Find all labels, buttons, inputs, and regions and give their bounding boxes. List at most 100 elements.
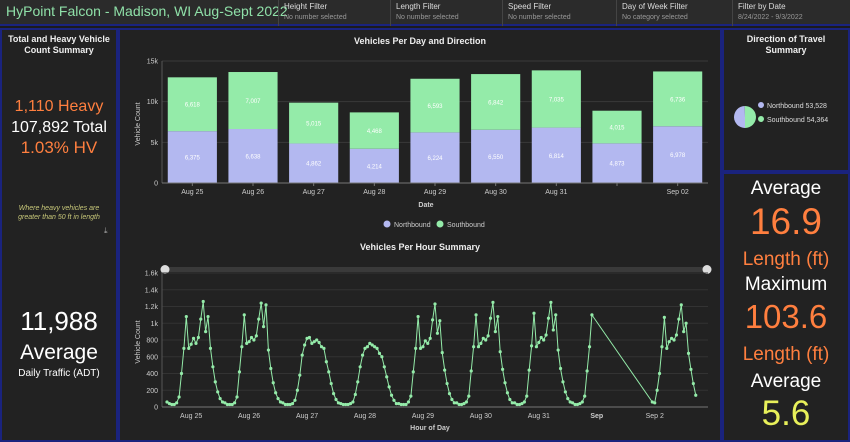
- hourly-point[interactable]: [324, 360, 328, 364]
- hourly-point[interactable]: [534, 345, 539, 349]
- hourly-point[interactable]: [247, 340, 251, 344]
- hourly-point[interactable]: [433, 302, 437, 306]
- hourly-point[interactable]: [445, 381, 449, 386]
- hourly-point[interactable]: [467, 394, 471, 398]
- hourly-point[interactable]: [447, 392, 452, 396]
- hourly-point[interactable]: [312, 340, 316, 344]
- hourly-point[interactable]: [175, 401, 179, 405]
- hourly-point[interactable]: [561, 380, 565, 384]
- hourly-point[interactable]: [290, 402, 295, 406]
- hourly-point[interactable]: [563, 390, 567, 394]
- hourly-point[interactable]: [546, 316, 551, 320]
- hourly-point[interactable]: [315, 338, 319, 342]
- hourly-point[interactable]: [558, 366, 563, 371]
- hourly-point[interactable]: [199, 317, 203, 321]
- hourly-point[interactable]: [271, 381, 275, 385]
- pie-slice-northbound[interactable]: [734, 106, 745, 128]
- hourly-point[interactable]: [421, 345, 425, 349]
- legend-item-northbound[interactable]: Northbound 53,528: [758, 102, 828, 110]
- hourly-point[interactable]: [517, 402, 522, 407]
- hourly-point[interactable]: [220, 400, 225, 404]
- bar-southbound[interactable]: [653, 71, 703, 127]
- hourly-point[interactable]: [689, 367, 693, 371]
- hourly-point[interactable]: [344, 402, 348, 407]
- hourly-point[interactable]: [578, 402, 582, 406]
- hourly-point[interactable]: [672, 338, 676, 342]
- hourly-point[interactable]: [228, 402, 232, 407]
- hourly-point[interactable]: [307, 335, 312, 340]
- hourly-point[interactable]: [665, 346, 669, 350]
- hourly-point[interactable]: [525, 394, 529, 398]
- hourly-point[interactable]: [353, 392, 357, 397]
- hourly-point[interactable]: [426, 341, 430, 345]
- hourly-point[interactable]: [278, 400, 283, 404]
- hourly-point[interactable]: [375, 346, 379, 350]
- hourly-point[interactable]: [450, 397, 454, 402]
- hourly-point[interactable]: [245, 341, 249, 345]
- hourly-point[interactable]: [655, 388, 659, 392]
- hourly-point[interactable]: [341, 402, 345, 407]
- legend-item-southbound[interactable]: Southbound 54,364: [758, 116, 828, 124]
- hourly-point[interactable]: [274, 391, 278, 395]
- hourly-point[interactable]: [423, 339, 427, 343]
- bar-northbound[interactable]: [228, 129, 278, 183]
- hourly-point[interactable]: [365, 345, 369, 349]
- hourly-point[interactable]: [571, 401, 575, 405]
- pie-slice-southbound[interactable]: [744, 106, 756, 128]
- bar-northbound[interactable]: [167, 131, 217, 183]
- hourly-point[interactable]: [385, 375, 389, 379]
- hourly-point[interactable]: [653, 401, 657, 405]
- hourly-point[interactable]: [438, 319, 442, 323]
- hourly-point[interactable]: [510, 401, 514, 405]
- hourly-point[interactable]: [474, 313, 478, 317]
- hourly-point[interactable]: [319, 345, 324, 349]
- hourly-point[interactable]: [452, 401, 456, 405]
- hourly-point[interactable]: [191, 336, 196, 340]
- hourly-point[interactable]: [254, 334, 258, 338]
- hourly-point[interactable]: [662, 315, 666, 319]
- hourly-point[interactable]: [257, 317, 261, 321]
- hourly-point[interactable]: [544, 333, 548, 337]
- hourly-point[interactable]: [670, 336, 674, 340]
- hourly-point[interactable]: [211, 365, 215, 369]
- hourly-point[interactable]: [264, 303, 268, 307]
- hourly-point[interactable]: [515, 402, 519, 407]
- hourly-point[interactable]: [288, 402, 292, 407]
- hourly-point[interactable]: [694, 393, 698, 397]
- hourly-point[interactable]: [356, 380, 360, 384]
- bar-southbound[interactable]: [592, 110, 642, 144]
- hourly-point[interactable]: [551, 328, 555, 332]
- hourly-point[interactable]: [242, 313, 246, 317]
- hourly-point[interactable]: [167, 402, 172, 406]
- hourly-point[interactable]: [402, 402, 406, 407]
- hourly-point[interactable]: [370, 343, 374, 347]
- hourly-point[interactable]: [411, 370, 415, 374]
- hourly-point[interactable]: [399, 402, 403, 407]
- hourly-point[interactable]: [368, 341, 372, 345]
- hourly-point[interactable]: [377, 351, 382, 355]
- hourly-point[interactable]: [657, 371, 662, 376]
- hourly-point[interactable]: [554, 313, 558, 317]
- hourly-point[interactable]: [269, 366, 273, 371]
- hourly-point[interactable]: [334, 397, 338, 402]
- hourly-point[interactable]: [339, 402, 343, 406]
- hourly-point[interactable]: [305, 336, 309, 340]
- hourly-point[interactable]: [428, 336, 432, 340]
- hourly-point[interactable]: [218, 397, 222, 401]
- height-filter[interactable]: Height Filter No number selected: [278, 0, 390, 26]
- bar-northbound[interactable]: [471, 129, 521, 183]
- hourly-point[interactable]: [682, 330, 686, 334]
- hourly-point[interactable]: [404, 402, 408, 407]
- hourly-point[interactable]: [389, 393, 394, 397]
- hourly-point[interactable]: [317, 340, 321, 345]
- hourly-point[interactable]: [213, 380, 217, 384]
- hourly-point[interactable]: [281, 401, 285, 405]
- hourly-point[interactable]: [539, 335, 543, 340]
- hourly-point[interactable]: [522, 400, 526, 404]
- hourly-point[interactable]: [435, 331, 440, 335]
- hourly-point[interactable]: [206, 314, 210, 319]
- hourly-point[interactable]: [327, 370, 331, 374]
- hourly-point[interactable]: [397, 402, 401, 406]
- hourly-point[interactable]: [667, 340, 671, 344]
- hourly-point[interactable]: [549, 300, 553, 304]
